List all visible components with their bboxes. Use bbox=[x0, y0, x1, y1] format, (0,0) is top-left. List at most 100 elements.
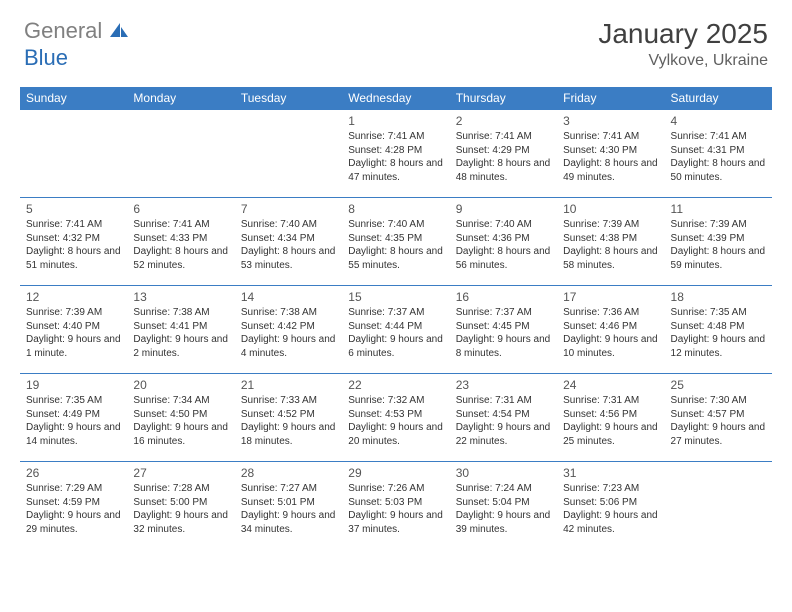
sunrise-line: Sunrise: 7:40 AM bbox=[241, 218, 336, 232]
daylight-line: Daylight: 9 hours and 34 minutes. bbox=[241, 509, 336, 536]
daylight-line: Daylight: 9 hours and 25 minutes. bbox=[563, 421, 658, 448]
day-number: 21 bbox=[241, 377, 336, 393]
day-number: 8 bbox=[348, 201, 443, 217]
calendar-cell: 21Sunrise: 7:33 AMSunset: 4:52 PMDayligh… bbox=[235, 374, 342, 462]
sunset-line: Sunset: 4:31 PM bbox=[671, 144, 766, 158]
sunset-line: Sunset: 4:53 PM bbox=[348, 408, 443, 422]
daylight-line: Daylight: 9 hours and 4 minutes. bbox=[241, 333, 336, 360]
sunrise-line: Sunrise: 7:41 AM bbox=[26, 218, 121, 232]
calendar-row: 1Sunrise: 7:41 AMSunset: 4:28 PMDaylight… bbox=[20, 110, 772, 198]
day-header-monday: Monday bbox=[127, 87, 234, 110]
calendar-cell: 19Sunrise: 7:35 AMSunset: 4:49 PMDayligh… bbox=[20, 374, 127, 462]
day-number: 14 bbox=[241, 289, 336, 305]
title-area: January 2025 Vylkove, Ukraine bbox=[598, 18, 768, 70]
sunrise-line: Sunrise: 7:31 AM bbox=[563, 394, 658, 408]
sunrise-line: Sunrise: 7:28 AM bbox=[133, 482, 228, 496]
sunset-line: Sunset: 4:33 PM bbox=[133, 232, 228, 246]
header: General Blue January 2025 Vylkove, Ukrai… bbox=[0, 0, 792, 79]
sunset-line: Sunset: 4:57 PM bbox=[671, 408, 766, 422]
daylight-line: Daylight: 9 hours and 37 minutes. bbox=[348, 509, 443, 536]
calendar-row: 5Sunrise: 7:41 AMSunset: 4:32 PMDaylight… bbox=[20, 198, 772, 286]
calendar-cell: 2Sunrise: 7:41 AMSunset: 4:29 PMDaylight… bbox=[450, 110, 557, 198]
sunset-line: Sunset: 5:04 PM bbox=[456, 496, 551, 510]
sunset-line: Sunset: 5:06 PM bbox=[563, 496, 658, 510]
daylight-line: Daylight: 9 hours and 10 minutes. bbox=[563, 333, 658, 360]
daylight-line: Daylight: 9 hours and 6 minutes. bbox=[348, 333, 443, 360]
sunrise-line: Sunrise: 7:41 AM bbox=[133, 218, 228, 232]
sunset-line: Sunset: 5:00 PM bbox=[133, 496, 228, 510]
day-number: 4 bbox=[671, 113, 766, 129]
day-number: 18 bbox=[671, 289, 766, 305]
daylight-line: Daylight: 9 hours and 20 minutes. bbox=[348, 421, 443, 448]
sunrise-line: Sunrise: 7:38 AM bbox=[133, 306, 228, 320]
day-number: 17 bbox=[563, 289, 658, 305]
daylight-line: Daylight: 9 hours and 29 minutes. bbox=[26, 509, 121, 536]
sunrise-line: Sunrise: 7:26 AM bbox=[348, 482, 443, 496]
sunrise-line: Sunrise: 7:34 AM bbox=[133, 394, 228, 408]
sunset-line: Sunset: 4:29 PM bbox=[456, 144, 551, 158]
calendar-cell-empty bbox=[127, 110, 234, 198]
sunset-line: Sunset: 4:30 PM bbox=[563, 144, 658, 158]
day-number: 11 bbox=[671, 201, 766, 217]
calendar-cell: 14Sunrise: 7:38 AMSunset: 4:42 PMDayligh… bbox=[235, 286, 342, 374]
calendar-cell: 5Sunrise: 7:41 AMSunset: 4:32 PMDaylight… bbox=[20, 198, 127, 286]
daylight-line: Daylight: 9 hours and 8 minutes. bbox=[456, 333, 551, 360]
day-number: 6 bbox=[133, 201, 228, 217]
calendar-body: 1Sunrise: 7:41 AMSunset: 4:28 PMDaylight… bbox=[20, 110, 772, 544]
sail-icon bbox=[108, 19, 130, 45]
calendar-cell: 20Sunrise: 7:34 AMSunset: 4:50 PMDayligh… bbox=[127, 374, 234, 462]
day-number: 23 bbox=[456, 377, 551, 393]
sunrise-line: Sunrise: 7:41 AM bbox=[348, 130, 443, 144]
sunrise-line: Sunrise: 7:40 AM bbox=[348, 218, 443, 232]
sunset-line: Sunset: 4:42 PM bbox=[241, 320, 336, 334]
day-number: 30 bbox=[456, 465, 551, 481]
day-header-row: SundayMondayTuesdayWednesdayThursdayFrid… bbox=[20, 87, 772, 110]
sunrise-line: Sunrise: 7:39 AM bbox=[671, 218, 766, 232]
calendar-table: SundayMondayTuesdayWednesdayThursdayFrid… bbox=[20, 87, 772, 544]
calendar-cell: 27Sunrise: 7:28 AMSunset: 5:00 PMDayligh… bbox=[127, 462, 234, 544]
daylight-line: Daylight: 9 hours and 39 minutes. bbox=[456, 509, 551, 536]
sunrise-line: Sunrise: 7:38 AM bbox=[241, 306, 336, 320]
daylight-line: Daylight: 9 hours and 12 minutes. bbox=[671, 333, 766, 360]
daylight-line: Daylight: 8 hours and 56 minutes. bbox=[456, 245, 551, 272]
calendar-cell: 24Sunrise: 7:31 AMSunset: 4:56 PMDayligh… bbox=[557, 374, 664, 462]
calendar-cell: 29Sunrise: 7:26 AMSunset: 5:03 PMDayligh… bbox=[342, 462, 449, 544]
daylight-line: Daylight: 8 hours and 59 minutes. bbox=[671, 245, 766, 272]
day-number: 28 bbox=[241, 465, 336, 481]
day-number: 2 bbox=[456, 113, 551, 129]
calendar-cell: 26Sunrise: 7:29 AMSunset: 4:59 PMDayligh… bbox=[20, 462, 127, 544]
calendar-cell: 15Sunrise: 7:37 AMSunset: 4:44 PMDayligh… bbox=[342, 286, 449, 374]
daylight-line: Daylight: 9 hours and 1 minute. bbox=[26, 333, 121, 360]
calendar-cell: 30Sunrise: 7:24 AMSunset: 5:04 PMDayligh… bbox=[450, 462, 557, 544]
sunset-line: Sunset: 4:49 PM bbox=[26, 408, 121, 422]
sunrise-line: Sunrise: 7:30 AM bbox=[671, 394, 766, 408]
calendar-cell: 11Sunrise: 7:39 AMSunset: 4:39 PMDayligh… bbox=[665, 198, 772, 286]
calendar-cell-empty bbox=[235, 110, 342, 198]
sunset-line: Sunset: 4:28 PM bbox=[348, 144, 443, 158]
logo-text-blue: Blue bbox=[24, 45, 68, 70]
day-number: 9 bbox=[456, 201, 551, 217]
sunset-line: Sunset: 4:36 PM bbox=[456, 232, 551, 246]
day-number: 3 bbox=[563, 113, 658, 129]
sunrise-line: Sunrise: 7:32 AM bbox=[348, 394, 443, 408]
sunset-line: Sunset: 5:03 PM bbox=[348, 496, 443, 510]
daylight-line: Daylight: 9 hours and 32 minutes. bbox=[133, 509, 228, 536]
calendar-row: 26Sunrise: 7:29 AMSunset: 4:59 PMDayligh… bbox=[20, 462, 772, 544]
calendar-cell-empty bbox=[665, 462, 772, 544]
daylight-line: Daylight: 8 hours and 55 minutes. bbox=[348, 245, 443, 272]
day-number: 31 bbox=[563, 465, 658, 481]
day-number: 15 bbox=[348, 289, 443, 305]
day-number: 20 bbox=[133, 377, 228, 393]
calendar-cell: 12Sunrise: 7:39 AMSunset: 4:40 PMDayligh… bbox=[20, 286, 127, 374]
daylight-line: Daylight: 8 hours and 48 minutes. bbox=[456, 157, 551, 184]
daylight-line: Daylight: 8 hours and 53 minutes. bbox=[241, 245, 336, 272]
calendar-cell: 6Sunrise: 7:41 AMSunset: 4:33 PMDaylight… bbox=[127, 198, 234, 286]
sunrise-line: Sunrise: 7:41 AM bbox=[671, 130, 766, 144]
sunrise-line: Sunrise: 7:41 AM bbox=[563, 130, 658, 144]
calendar-cell: 13Sunrise: 7:38 AMSunset: 4:41 PMDayligh… bbox=[127, 286, 234, 374]
sunset-line: Sunset: 4:38 PM bbox=[563, 232, 658, 246]
sunset-line: Sunset: 4:35 PM bbox=[348, 232, 443, 246]
sunrise-line: Sunrise: 7:39 AM bbox=[26, 306, 121, 320]
day-number: 24 bbox=[563, 377, 658, 393]
sunset-line: Sunset: 4:41 PM bbox=[133, 320, 228, 334]
